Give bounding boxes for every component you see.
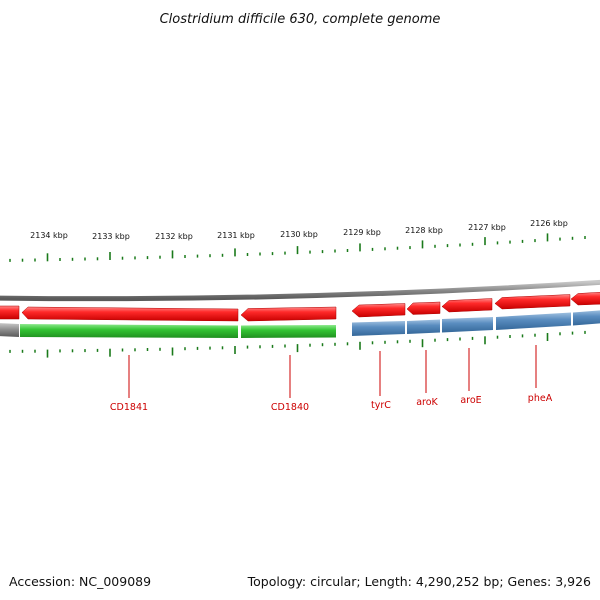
gene-label-tyrC[interactable]: tyrC <box>371 400 391 411</box>
scale-label: 2127 kbp <box>468 223 506 232</box>
gene-CD1841[interactable] <box>20 324 238 338</box>
gene-label-aroK[interactable]: aroK <box>416 397 438 408</box>
cds-feature[interactable] <box>240 306 337 322</box>
gene-segment[interactable] <box>573 310 600 326</box>
scale-label: 2132 kbp <box>155 232 193 241</box>
gene-label-CD1840[interactable]: CD1840 <box>271 402 309 413</box>
bottom-scale-ruler <box>9 330 586 358</box>
gene-aroK[interactable] <box>407 319 440 335</box>
gray-feature <box>0 323 19 337</box>
gene-CD1840[interactable] <box>241 325 336 338</box>
cds-feature[interactable] <box>441 298 493 313</box>
cds-feature-track <box>0 292 600 322</box>
genome-backbone <box>0 279 600 302</box>
cds-feature[interactable] <box>406 301 441 315</box>
accession-text: Accession: NC_009089 <box>9 574 152 589</box>
gene-label-pheA[interactable]: pheA <box>528 393 553 404</box>
gene-leaders <box>128 345 537 398</box>
top-scale-ruler <box>9 233 586 262</box>
genome-summary: Topology: circular; Length: 4,290,252 bp… <box>247 574 591 589</box>
scale-label: 2130 kbp <box>280 230 318 239</box>
scale-label: 2128 kbp <box>405 226 443 235</box>
gene-labels: CD1841 CD1840 tyrC aroK aroE pheA <box>110 393 553 413</box>
cds-feature[interactable] <box>0 305 20 320</box>
cds-feature[interactable] <box>494 294 571 310</box>
cds-feature[interactable] <box>351 303 406 318</box>
gene-pheA[interactable] <box>496 312 571 331</box>
gene-track-green <box>20 324 336 338</box>
gene-label-aroE[interactable]: aroE <box>460 395 481 406</box>
map-title: Clostridium difficile 630, complete geno… <box>160 12 441 27</box>
scale-label: 2133 kbp <box>92 232 130 241</box>
cds-feature[interactable] <box>21 306 239 322</box>
gene-label-CD1841[interactable]: CD1841 <box>110 402 148 413</box>
scale-label: 2134 kbp <box>30 231 68 240</box>
cds-feature[interactable] <box>570 292 600 306</box>
scale-label: 2126 kbp <box>530 219 568 228</box>
gene-track-blue <box>352 310 600 336</box>
scale-label: 2129 kbp <box>343 228 381 237</box>
scale-label: 2131 kbp <box>217 231 255 240</box>
scale-labels: 2134 kbp 2133 kbp 2132 kbp 2131 kbp 2130… <box>30 219 568 241</box>
gene-tyrC[interactable] <box>352 321 405 336</box>
gene-aroE[interactable] <box>442 317 493 333</box>
